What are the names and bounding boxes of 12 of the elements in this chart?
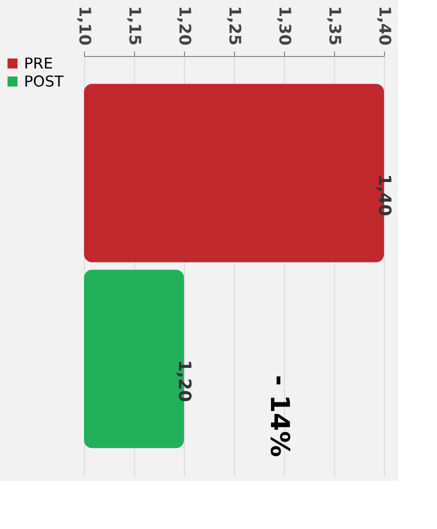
text: 1,40: [374, 174, 394, 216]
legend-label: PRE: [24, 54, 53, 72]
x-tick-label: 1,15: [126, 6, 144, 46]
annotation: - 14%: [264, 374, 294, 458]
x-tick-label: 1,35: [326, 6, 344, 46]
text: 1,20: [174, 360, 194, 402]
legend-label: POST: [24, 72, 64, 90]
x-tick-label: 1,40: [376, 6, 394, 46]
x-tick-label: 1,30: [276, 6, 294, 46]
x-tick-label: 1,10: [76, 6, 94, 46]
x-tick-label: 1,25: [226, 6, 244, 46]
x-tick-label: 1,20: [176, 6, 194, 46]
